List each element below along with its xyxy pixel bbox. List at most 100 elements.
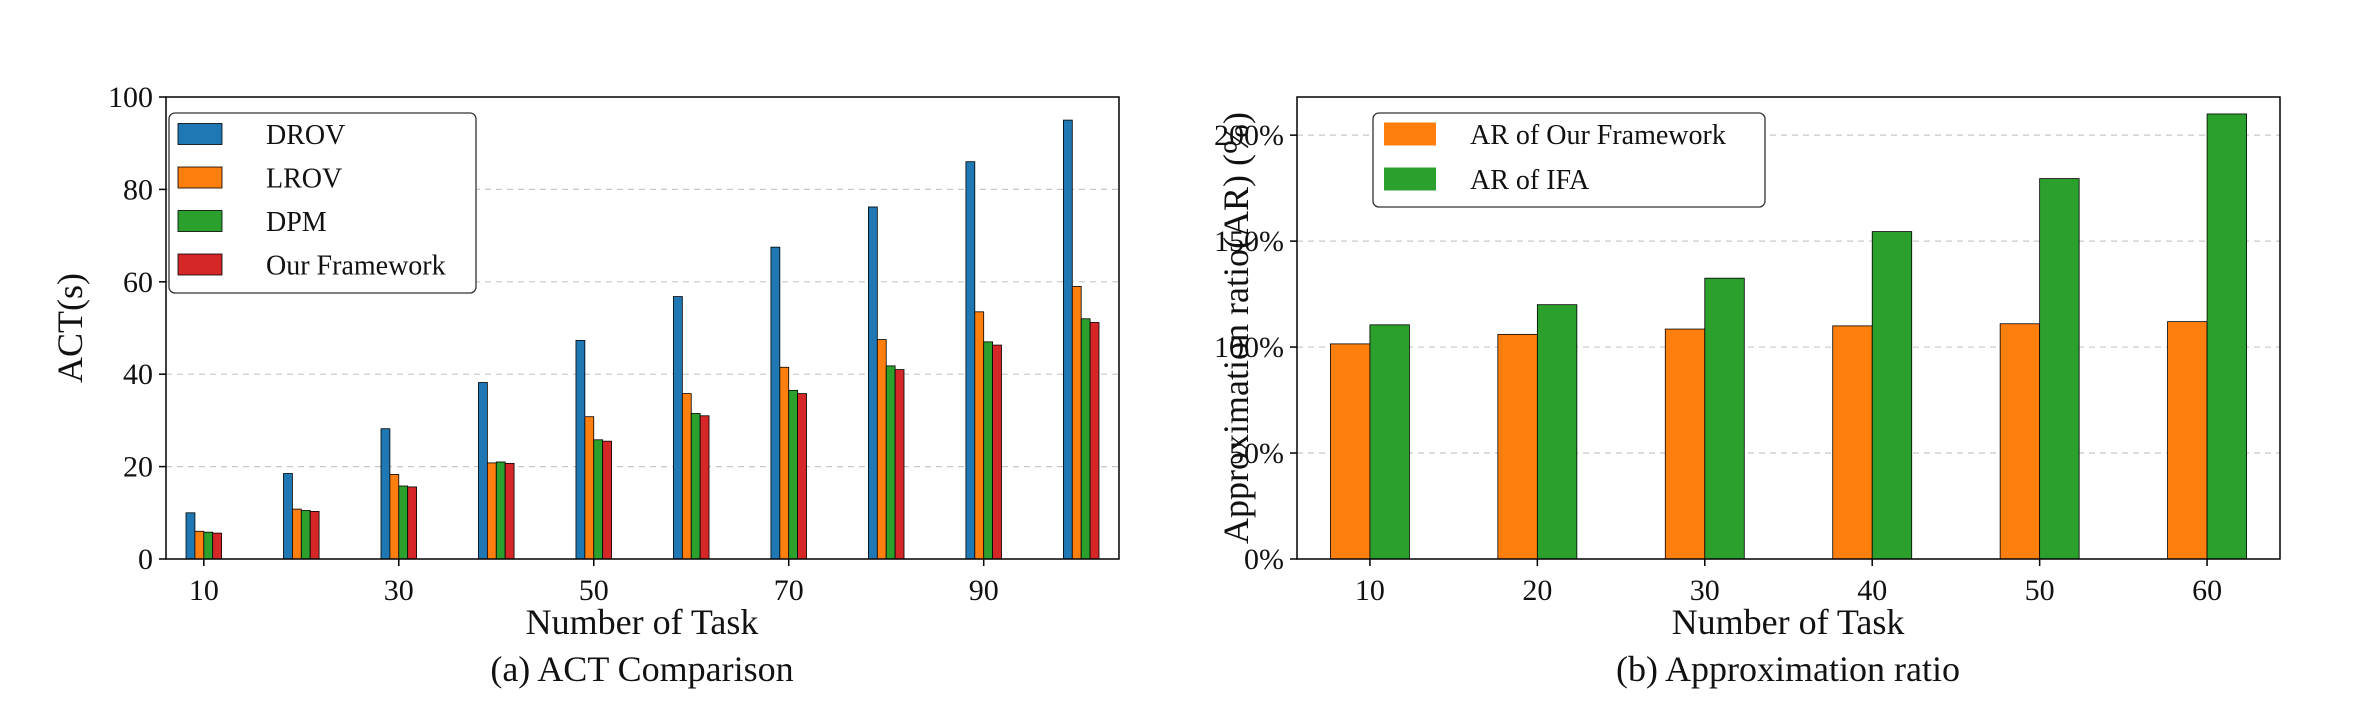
bar-dpm-40 [495,461,506,560]
caption-a: (a) ACT Comparison [490,649,793,689]
bar-lrov-80 [876,339,887,560]
bar-lrov-100 [1071,286,1082,560]
bar-dpm-10 [203,531,214,560]
bar-our-framework-100 [1089,322,1100,560]
bar-drov-30 [380,428,391,560]
bar-dpm-60 [690,413,701,560]
bar-dpm-20 [300,510,311,560]
bar-lrov-90 [974,311,985,560]
bars-b [1330,113,2247,560]
caption-b: (b) Approximation ratio [1616,649,1960,689]
y-tick-label: 20 [123,451,153,484]
y-tick-label: 200% [1214,119,1284,152]
x-tick-label: 50 [2025,574,2055,607]
bar-dpm-30 [398,485,409,560]
bar-drov-40 [478,382,488,560]
x-tick-label: 50 [579,574,609,607]
bar-drov-50 [575,340,586,560]
y-tick-label: 150% [1214,225,1284,258]
x-ticks-b: 10 20 30 40 50 60 [1355,559,2222,607]
bar-ar-of-ifa-20 [1536,304,1578,560]
bar-ar-of-our-framework-60 [2167,321,2208,560]
bar-dpm-80 [885,365,896,560]
y-axis-label-b: Approximation ratio(AR) (%) [1216,112,1256,544]
bar-lrov-60 [681,393,692,560]
legend-a: DROV LROV DPM Our Framework [168,112,477,294]
plot-frame-b [1296,96,2281,560]
bar-ar-of-ifa-40 [1871,231,1913,560]
y-ticks-a: 0 20 40 60 80 100 [108,81,166,576]
x-tick-label: 20 [1522,574,1552,607]
x-tick-label: 30 [1690,574,1720,607]
legend-swatch [177,210,223,232]
bars-a [185,119,1100,560]
y-tick-label: 40 [123,358,153,391]
legend-swatch [177,253,223,276]
legend-box-b [1372,112,1766,208]
x-axis-label-b: Number of Task [1672,602,1905,642]
bar-drov-60 [673,296,683,560]
y-tick-label: 100 [108,81,153,114]
legend-label: Our Framework [266,251,446,282]
bar-our-framework-60 [699,415,710,560]
x-tick-label: 10 [189,574,219,607]
bar-drov-90 [965,161,976,560]
bar-our-framework-90 [992,344,1002,560]
bar-dpm-90 [983,341,994,560]
y-tick-label: 80 [123,173,153,206]
y-tick-label: 60 [123,266,153,299]
bar-our-framework-40 [504,462,515,560]
legend-swatch [177,166,223,189]
legend-label: AR of Our Framework [1470,120,1726,151]
x-tick-label: 60 [2192,574,2222,607]
bar-our-framework-50 [602,440,612,560]
legend-swatch [177,123,223,145]
bar-lrov-10 [194,530,205,560]
legend-swatch [1384,122,1436,146]
bar-our-framework-30 [407,486,417,560]
bar-our-framework-80 [894,369,905,560]
legend-label: LROV [266,164,342,195]
bar-our-framework-20 [309,511,320,560]
y-ticks-b: 0% 50% 100% 150% 200% [1214,119,1297,576]
x-ticks-a: 10 30 50 70 90 [189,559,999,607]
legend-label: DROV [266,120,345,151]
bar-ar-of-our-framework-10 [1330,343,1371,560]
grid-b [1297,134,2280,454]
bar-lrov-70 [779,366,790,560]
bar-our-framework-10 [212,532,223,560]
bar-lrov-50 [584,416,595,560]
bar-dpm-70 [788,389,799,560]
bar-ar-of-our-framework-20 [1497,333,1538,560]
chart-panel-act-comparison: 0 20 40 60 80 100 10 30 50 70 90 Number of Task A… [50,81,1120,689]
bar-drov-70 [770,246,781,560]
plot-frame-a [165,96,1120,560]
bar-lrov-20 [291,508,302,560]
y-axis-label-a: ACT(s) [50,273,90,383]
bar-ar-of-ifa-10 [1369,324,1410,560]
x-tick-label: 90 [969,574,999,607]
x-tick-label: 40 [1857,574,1887,607]
bar-dpm-50 [593,439,604,560]
legend-b: AR of Our Framework AR of IFA [1372,112,1766,208]
legend-swatch [1384,167,1436,191]
bar-ar-of-ifa-60 [2206,113,2247,560]
x-tick-label: 10 [1355,574,1385,607]
legend-box-a [168,112,477,294]
bar-drov-100 [1062,119,1073,560]
y-tick-label: 0 [138,543,153,576]
bar-dpm-100 [1080,318,1091,560]
bar-lrov-30 [389,474,400,560]
bar-our-framework-70 [797,393,807,560]
y-tick-label: 0% [1244,543,1284,576]
bar-lrov-40 [486,462,497,560]
bar-ar-of-ifa-50 [2039,178,2080,560]
bar-ar-of-our-framework-50 [1999,323,2041,560]
chart-panel-approximation-ratio: 0% 50% 100% 150% 200% 10 20 30 40 50 60 Number of… [1214,96,2281,689]
bar-ar-of-our-framework-30 [1664,328,1706,560]
x-axis-label-a: Number of Task [526,602,759,642]
bar-ar-of-ifa-30 [1704,277,1745,560]
x-tick-label: 70 [774,574,804,607]
bar-ar-of-our-framework-40 [1832,325,1873,560]
